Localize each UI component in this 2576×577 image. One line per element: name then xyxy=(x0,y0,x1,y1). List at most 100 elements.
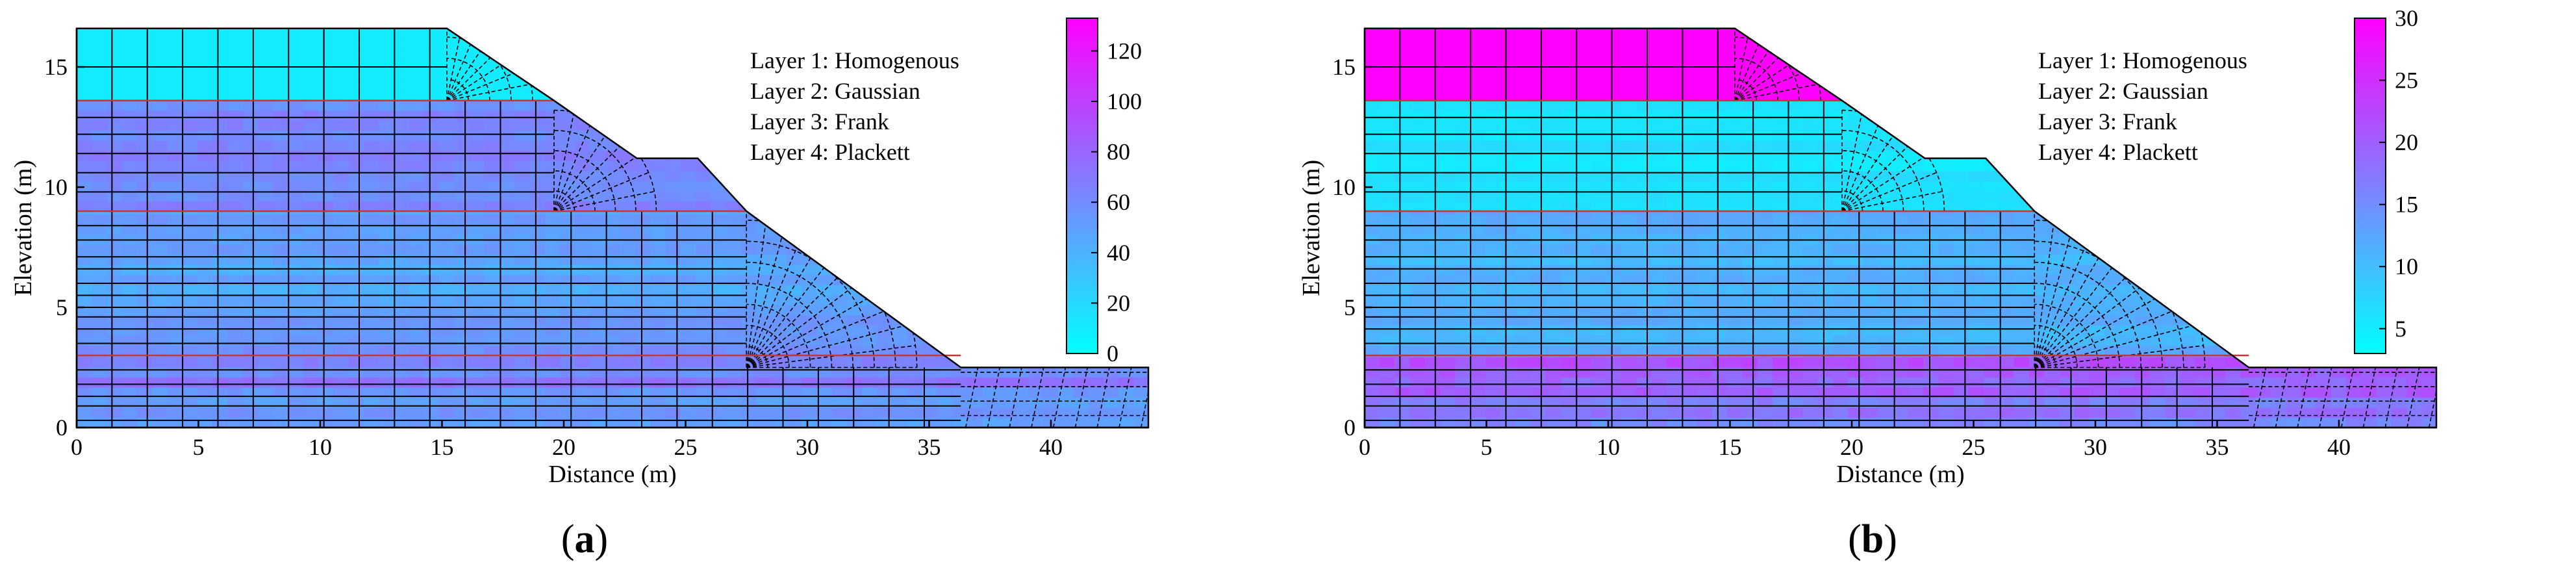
material-cell xyxy=(1682,305,1698,316)
material-cell xyxy=(2195,366,2211,378)
material-cell xyxy=(937,28,953,31)
material-cell xyxy=(741,30,757,41)
material-cell xyxy=(1606,335,1622,346)
material-cell xyxy=(167,377,183,388)
material-cell xyxy=(137,181,153,192)
material-cell xyxy=(937,140,953,151)
material-cell xyxy=(379,224,394,235)
material-cell xyxy=(1817,335,1834,346)
material-cell xyxy=(741,28,757,31)
material-cell xyxy=(227,50,244,61)
material-cell xyxy=(544,40,561,51)
material-cell xyxy=(831,345,848,356)
material-cell xyxy=(258,305,273,316)
material-cell xyxy=(605,60,621,71)
material-cell xyxy=(107,50,123,61)
material-cell xyxy=(1546,335,1561,346)
material-cell xyxy=(303,387,319,398)
material-cell xyxy=(1697,254,1713,265)
material-cell xyxy=(862,357,878,368)
material-cell xyxy=(1621,314,1637,326)
material-cell xyxy=(379,120,394,131)
material-cell xyxy=(197,28,213,31)
material-cell xyxy=(303,417,319,428)
material-cell xyxy=(846,211,863,215)
material-cell xyxy=(2104,305,2121,316)
material-cell xyxy=(107,345,123,356)
material-cell xyxy=(439,377,455,388)
material-cell xyxy=(197,397,213,408)
material-cell xyxy=(454,224,470,235)
material-cell xyxy=(1591,244,1607,255)
material-cell xyxy=(1787,274,1803,285)
material-cell xyxy=(167,305,183,316)
material-cell xyxy=(967,254,983,265)
material-cell xyxy=(92,366,108,378)
material-cell xyxy=(802,285,817,296)
material-cell xyxy=(423,387,440,398)
material-cell xyxy=(1485,181,1501,192)
material-cell xyxy=(681,120,696,131)
material-cell xyxy=(1043,201,1059,212)
material-cell xyxy=(1953,305,1969,316)
material-cell xyxy=(212,285,229,296)
material-cell xyxy=(635,366,651,378)
material-cell xyxy=(605,201,621,212)
material-cell xyxy=(756,254,772,265)
material-cell xyxy=(2421,417,2436,428)
material-cell xyxy=(544,264,561,276)
material-cell xyxy=(681,345,696,356)
material-cell xyxy=(892,110,908,121)
material-cell xyxy=(2029,244,2045,255)
material-cell xyxy=(2195,285,2211,296)
material-cell xyxy=(469,314,485,326)
material-cell xyxy=(1682,190,1698,202)
material-cell xyxy=(650,60,666,71)
material-cell xyxy=(756,274,772,285)
material-cell xyxy=(1028,100,1044,111)
material-cell xyxy=(590,345,606,356)
material-cell xyxy=(152,407,168,418)
material-cell xyxy=(2255,355,2271,357)
material-cell xyxy=(529,264,546,276)
material-cell xyxy=(1697,214,1713,225)
material-cell xyxy=(590,28,606,31)
material-cell xyxy=(439,285,455,296)
material-cell xyxy=(1104,28,1119,31)
material-cell xyxy=(1711,264,1728,276)
material-cell xyxy=(1104,325,1119,336)
material-cell xyxy=(514,397,531,408)
material-cell xyxy=(197,140,213,151)
material-cell xyxy=(454,211,470,215)
material-cell xyxy=(1591,335,1607,346)
material-cell xyxy=(2180,224,2196,235)
material-cell xyxy=(635,80,651,91)
material-cell xyxy=(605,211,621,215)
material-cell xyxy=(1802,387,1819,398)
material-cell xyxy=(1409,254,1426,265)
material-cell xyxy=(363,90,379,101)
material-cell xyxy=(650,30,666,41)
material-cell xyxy=(846,274,863,285)
material-cell xyxy=(107,201,123,212)
material-cell xyxy=(983,254,998,265)
material-cell xyxy=(1455,214,1471,225)
material-cell xyxy=(2240,264,2256,276)
material-cell xyxy=(2180,335,2196,346)
material-cell xyxy=(952,170,968,181)
material-cell xyxy=(107,407,123,418)
material-cell xyxy=(1013,377,1029,388)
material-cell xyxy=(681,274,696,285)
material-cell xyxy=(1682,314,1698,326)
material-cell xyxy=(107,285,123,296)
material-cell xyxy=(167,50,183,61)
material-cell xyxy=(756,234,772,245)
material-cell xyxy=(137,140,153,151)
material-cell xyxy=(1028,50,1044,61)
material-cell xyxy=(1682,345,1698,356)
material-cell xyxy=(650,294,666,305)
material-cell xyxy=(1742,201,1758,212)
material-cell xyxy=(514,110,531,121)
material-cell xyxy=(1999,285,2015,296)
material-cell xyxy=(1636,357,1652,368)
